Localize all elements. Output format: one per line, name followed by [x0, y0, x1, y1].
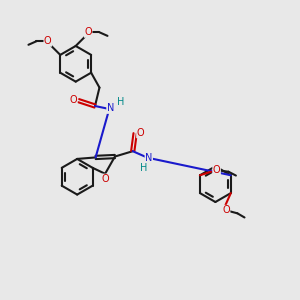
Text: N: N: [145, 153, 152, 163]
Text: N: N: [107, 103, 114, 113]
Text: O: O: [102, 174, 110, 184]
Text: H: H: [140, 163, 148, 173]
Text: O: O: [222, 205, 230, 215]
Text: H: H: [117, 98, 124, 107]
Text: O: O: [213, 165, 220, 175]
Text: O: O: [44, 36, 52, 46]
Text: O: O: [70, 95, 77, 105]
Text: O: O: [84, 27, 92, 37]
Text: O: O: [137, 128, 144, 138]
